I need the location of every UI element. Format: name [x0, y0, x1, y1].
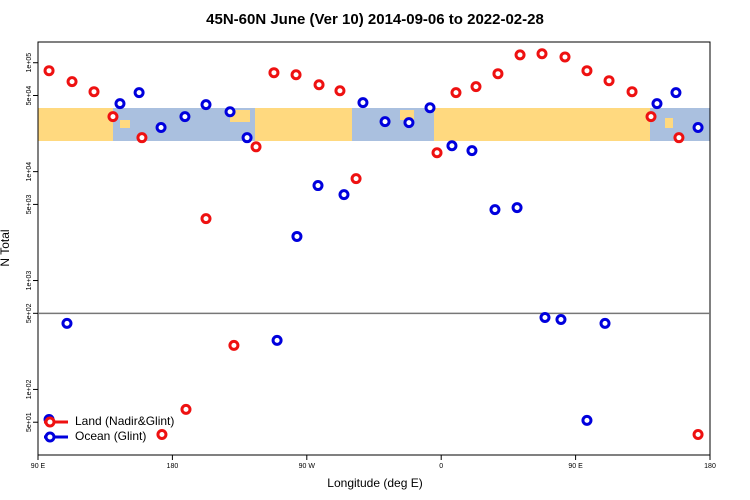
point: [603, 75, 615, 87]
point: [645, 111, 657, 123]
y-tick-label: 5e+02: [26, 303, 33, 323]
point: [180, 403, 192, 415]
point: [670, 87, 682, 99]
point: [43, 65, 55, 77]
point: [312, 180, 324, 192]
point: [379, 116, 391, 128]
point: [334, 85, 346, 97]
x-axis-label: Longitude (deg E): [327, 476, 422, 490]
point: [107, 111, 119, 123]
point: [61, 317, 73, 329]
legend-label: Ocean (Glint): [75, 429, 146, 443]
x-tick-label: 0: [439, 463, 443, 470]
legend-marker: [44, 431, 56, 443]
point: [470, 81, 482, 93]
point: [403, 117, 415, 129]
point: [114, 98, 126, 110]
point: [489, 204, 501, 216]
point: [200, 213, 212, 225]
point: [466, 145, 478, 157]
point: [651, 98, 663, 110]
point: [179, 111, 191, 123]
legend: Land (Nadir&Glint)Ocean (Glint): [44, 414, 174, 443]
point: [228, 339, 240, 351]
point: [511, 202, 523, 214]
x-tick-label: 90 E: [31, 463, 46, 470]
y-tick-label: 5e+04: [26, 86, 33, 106]
y-tick-label: 5e+01: [26, 412, 33, 432]
point: [200, 99, 212, 111]
y-tick-label: 1e+02: [26, 380, 33, 400]
legend-label: Land (Nadir&Glint): [75, 414, 174, 428]
point: [241, 132, 253, 144]
point: [156, 428, 168, 440]
point: [536, 48, 548, 60]
point: [250, 141, 262, 153]
point: [338, 189, 350, 201]
point: [136, 132, 148, 144]
x-tick-label: 90 E: [568, 463, 583, 470]
point: [290, 69, 302, 81]
point: [559, 51, 571, 63]
point: [581, 414, 593, 426]
y-tick-label: 1e+04: [26, 162, 33, 182]
point: [424, 102, 436, 114]
point: [555, 313, 567, 325]
point: [692, 428, 704, 440]
point: [133, 87, 145, 99]
point: [313, 79, 325, 91]
chart-title: 45N-60N June (Ver 10) 2014-09-06 to 2022…: [206, 11, 544, 28]
point: [581, 65, 593, 77]
point: [291, 230, 303, 242]
point: [88, 86, 100, 98]
point: [626, 86, 638, 98]
y-axis-label: N Total: [0, 229, 12, 266]
x-tick-label: 90 W: [299, 463, 316, 470]
point: [492, 68, 504, 80]
legend-marker: [44, 416, 56, 428]
point: [450, 87, 462, 99]
point: [599, 317, 611, 329]
y-tick-label: 1e+03: [26, 271, 33, 291]
point: [539, 311, 551, 323]
point: [357, 97, 369, 109]
x-tick-label: 180: [704, 463, 716, 470]
y-tick-label: 1e+05: [26, 53, 33, 73]
point: [446, 140, 458, 152]
point: [224, 106, 236, 118]
point: [431, 147, 443, 159]
point: [514, 49, 526, 61]
point: [268, 67, 280, 79]
point: [66, 76, 78, 88]
plot-frame: [37, 41, 711, 456]
point: [673, 132, 685, 144]
y-tick-label: 5e+03: [26, 194, 33, 214]
point: [155, 122, 167, 134]
map-band: [38, 108, 710, 141]
point: [350, 173, 362, 185]
point: [271, 334, 283, 346]
x-tick-label: 180: [167, 463, 179, 470]
point: [692, 122, 704, 134]
